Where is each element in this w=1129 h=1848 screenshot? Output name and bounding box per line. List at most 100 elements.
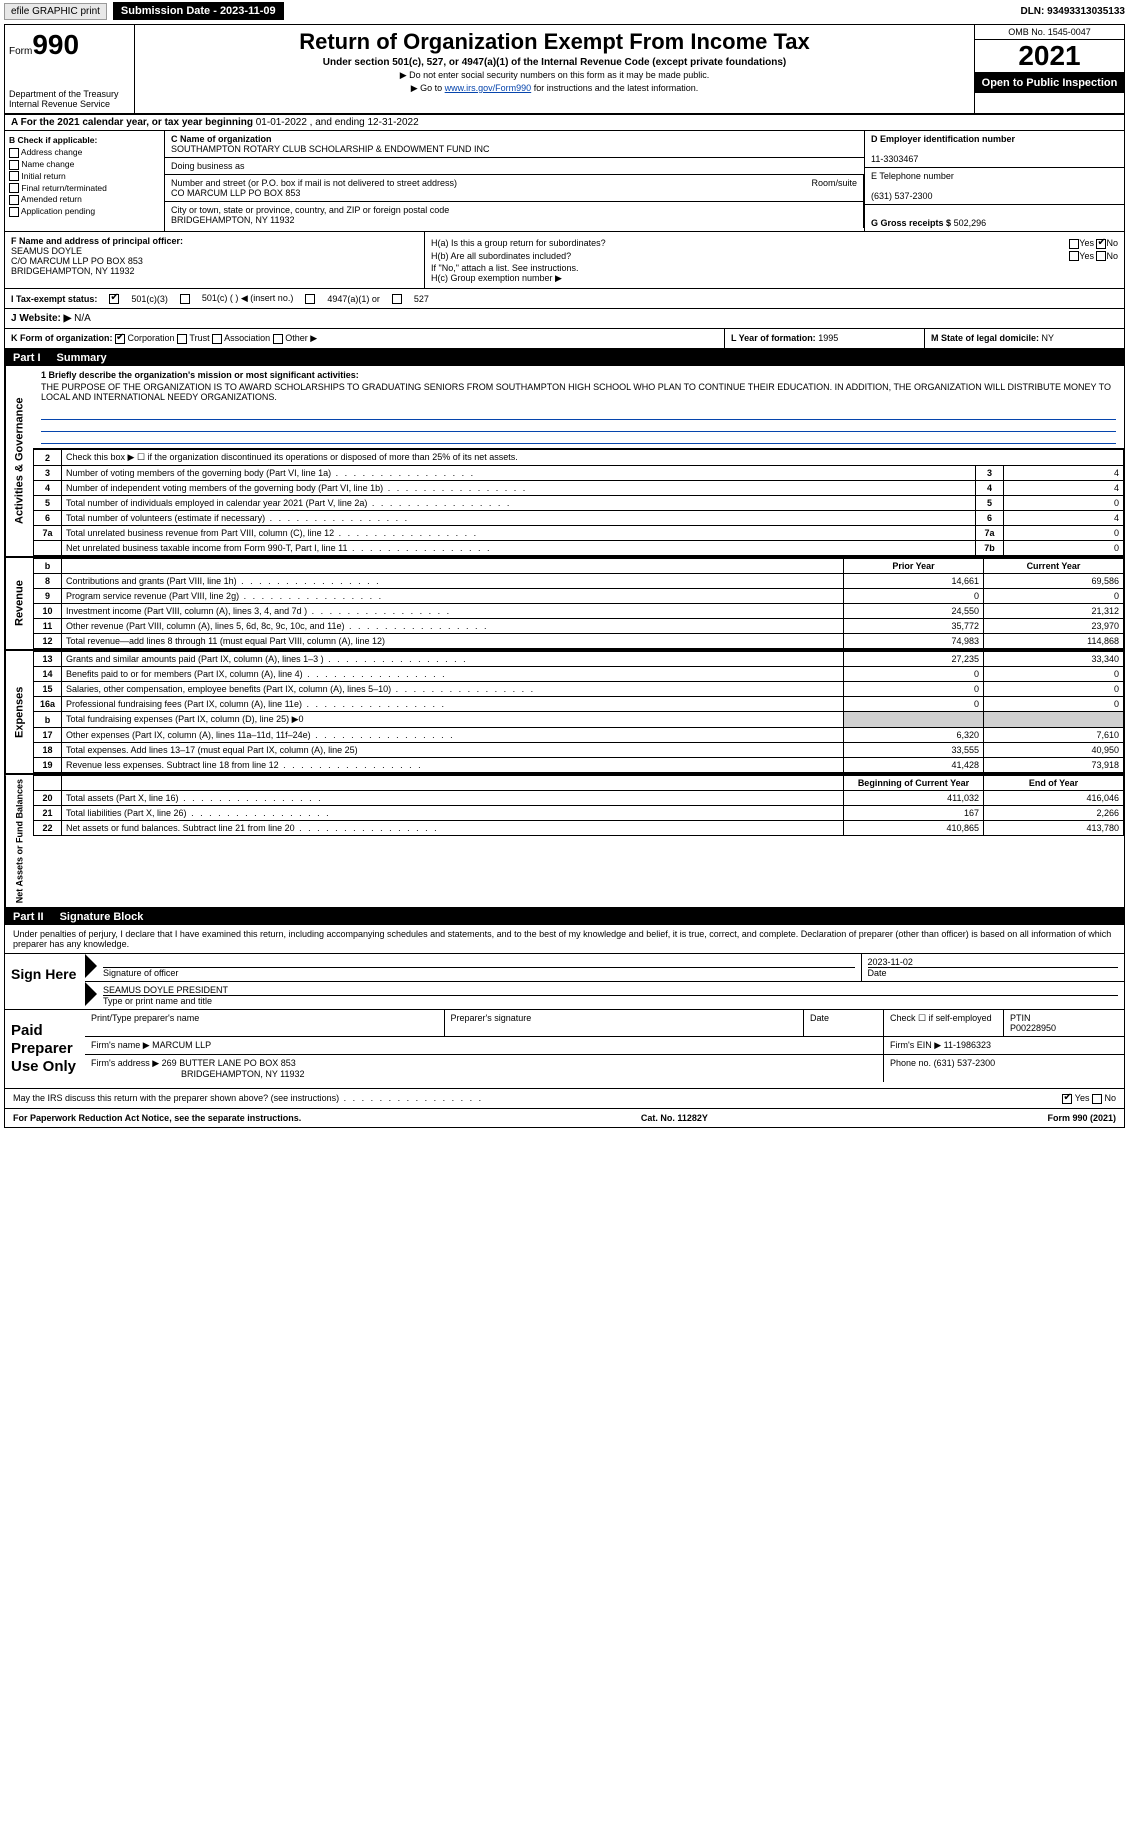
cb-ha-no[interactable] xyxy=(1096,239,1106,249)
py-header: Prior Year xyxy=(844,559,984,574)
sig-name-label: Type or print name and title xyxy=(103,995,1118,1006)
arrow-icon xyxy=(85,954,97,978)
cb-app-pending[interactable] xyxy=(9,207,19,217)
hb-no: No xyxy=(1106,251,1118,261)
website-label: J Website: ▶ xyxy=(11,313,71,324)
omb-number: OMB No. 1545-0047 xyxy=(975,25,1124,40)
line21-b: 167 xyxy=(844,806,984,821)
col-b: B Check if applicable: Address change Na… xyxy=(5,131,165,231)
cb-amended[interactable] xyxy=(9,195,19,205)
lbl-app-pending: Application pending xyxy=(21,206,95,216)
footer-left: For Paperwork Reduction Act Notice, see … xyxy=(13,1113,301,1123)
sidebar-revenue: Revenue xyxy=(5,558,33,649)
cb-assoc[interactable] xyxy=(212,334,222,344)
line14-desc: Benefits paid to or for members (Part IX… xyxy=(62,667,844,682)
expenses-section: Expenses 13Grants and similar amounts pa… xyxy=(5,651,1124,775)
block-j: J Website: ▶ N/A xyxy=(5,309,1124,329)
table-row: 11Other revenue (Part VIII, column (A), … xyxy=(34,619,1124,634)
cb-501c3[interactable] xyxy=(109,294,119,304)
cb-trust[interactable] xyxy=(177,334,187,344)
cb-527[interactable] xyxy=(392,294,402,304)
year-end: 12-31-2022 xyxy=(368,117,419,128)
footer-mid: Cat. No. 11282Y xyxy=(641,1113,708,1123)
year-formation-label: L Year of formation: xyxy=(731,333,816,343)
table-row: 13Grants and similar amounts paid (Part … xyxy=(34,652,1124,667)
dba-block: Doing business as xyxy=(165,158,864,175)
line21-e: 2,266 xyxy=(984,806,1124,821)
lbl-initial-return: Initial return xyxy=(21,171,65,181)
line12-desc: Total revenue—add lines 8 through 11 (mu… xyxy=(62,634,844,649)
opt-4947: 4947(a)(1) or xyxy=(327,294,380,304)
line16a-py: 0 xyxy=(844,697,984,712)
governance-table: 2Check this box ▶ ☐ if the organization … xyxy=(33,449,1124,556)
irs-label: Internal Revenue Service xyxy=(9,99,130,109)
line18-cy: 40,950 xyxy=(984,743,1124,758)
cb-final-return[interactable] xyxy=(9,183,19,193)
form-header: Form990 Department of the Treasury Inter… xyxy=(5,25,1124,115)
year-formation: 1995 xyxy=(818,333,838,343)
addr-street: CO MARCUM LLP PO BOX 853 xyxy=(171,188,300,198)
firm-addr2: BRIDGEHAMPTON, NY 11932 xyxy=(181,1069,305,1079)
officer-name: SEAMUS DOYLE xyxy=(11,246,82,256)
goto-pre: ▶ Go to xyxy=(411,83,445,93)
part1-num: Part I xyxy=(13,352,41,364)
col-d: D Employer identification number 11-3303… xyxy=(864,131,1124,231)
may-irs-row: May the IRS discuss this return with the… xyxy=(5,1089,1124,1109)
efile-badge: efile GRAPHIC print xyxy=(4,3,107,20)
goto-note: ▶ Go to www.irs.gov/Form990 for instruct… xyxy=(143,83,966,94)
line12-cy: 114,868 xyxy=(984,634,1124,649)
cb-mayirs-no[interactable] xyxy=(1092,1094,1102,1104)
governance-section: Activities & Governance 1 Briefly descri… xyxy=(5,366,1124,558)
table-row: 18Total expenses. Add lines 13–17 (must … xyxy=(34,743,1124,758)
col-l: L Year of formation: 1995 xyxy=(724,329,924,348)
cb-mayirs-yes[interactable] xyxy=(1062,1094,1072,1104)
ha-row: H(a) Is this a group return for subordin… xyxy=(431,238,1118,249)
cb-other[interactable] xyxy=(273,334,283,344)
line5-val: 0 xyxy=(1004,496,1124,511)
footer-right: Form 990 (2021) xyxy=(1047,1113,1116,1123)
line15-cy: 0 xyxy=(984,682,1124,697)
prep-sig-label: Preparer's signature xyxy=(445,1010,805,1036)
cb-ha-yes[interactable] xyxy=(1069,239,1079,249)
col-m: M State of legal domicile: NY xyxy=(924,329,1124,348)
firm-ein-cell: Firm's EIN ▶ 11-1986323 xyxy=(884,1037,1124,1054)
line21-desc: Total liabilities (Part X, line 26) xyxy=(62,806,844,821)
line10-desc: Investment income (Part VIII, column (A)… xyxy=(62,604,844,619)
tax-year: 2021 xyxy=(975,40,1124,73)
prep-name-label: Print/Type preparer's name xyxy=(85,1010,445,1036)
cb-initial-return[interactable] xyxy=(9,171,19,181)
table-row: 3Number of voting members of the governi… xyxy=(34,466,1124,481)
form-number: 990 xyxy=(32,29,79,60)
cb-hb-yes[interactable] xyxy=(1069,251,1079,261)
cb-corp[interactable] xyxy=(115,334,125,344)
line8-desc: Contributions and grants (Part VIII, lin… xyxy=(62,574,844,589)
signature-intro: Under penalties of perjury, I declare th… xyxy=(5,925,1124,954)
addr-street-block: Number and street (or P.O. box if mail i… xyxy=(165,175,863,202)
sig-date: 2023-11-02 xyxy=(868,957,913,967)
cb-hb-no[interactable] xyxy=(1096,251,1106,261)
goto-post: for instructions and the latest informat… xyxy=(531,83,698,93)
hb-row: H(b) Are all subordinates included? Yes … xyxy=(431,251,1118,262)
calendar-year-row: A For the 2021 calendar year, or tax yea… xyxy=(5,115,1124,131)
table-row: 5Total number of individuals employed in… xyxy=(34,496,1124,511)
irs-link[interactable]: www.irs.gov/Form990 xyxy=(445,83,532,93)
cb-address-change[interactable] xyxy=(9,148,19,158)
firm-phone-label: Phone no. xyxy=(890,1058,931,1068)
firm-addr1: 269 BUTTER LANE PO BOX 853 xyxy=(162,1058,296,1068)
line13-py: 27,235 xyxy=(844,652,984,667)
firm-name-cell: Firm's name ▶ MARCUM LLP xyxy=(85,1037,884,1054)
block-b-c-d: B Check if applicable: Address change Na… xyxy=(5,131,1124,232)
line13-desc: Grants and similar amounts paid (Part IX… xyxy=(62,652,844,667)
sidebar-expenses: Expenses xyxy=(5,651,33,773)
netassets-section: Net Assets or Fund Balances Beginning of… xyxy=(5,775,1124,909)
org-name-block: C Name of organization SOUTHAMPTON ROTAR… xyxy=(165,131,864,158)
cb-4947[interactable] xyxy=(305,294,315,304)
cb-name-change[interactable] xyxy=(9,160,19,170)
ha-no: No xyxy=(1106,238,1118,248)
submission-date-button[interactable]: Submission Date - 2023-11-09 xyxy=(113,2,284,20)
sidebar-netassets: Net Assets or Fund Balances xyxy=(5,775,33,907)
cb-501c[interactable] xyxy=(180,294,190,304)
mission-text: THE PURPOSE OF THE ORGANIZATION IS TO AW… xyxy=(41,382,1116,402)
sig-officer-label: Signature of officer xyxy=(103,967,855,978)
preparer-label: Paid Preparer Use Only xyxy=(5,1010,85,1088)
